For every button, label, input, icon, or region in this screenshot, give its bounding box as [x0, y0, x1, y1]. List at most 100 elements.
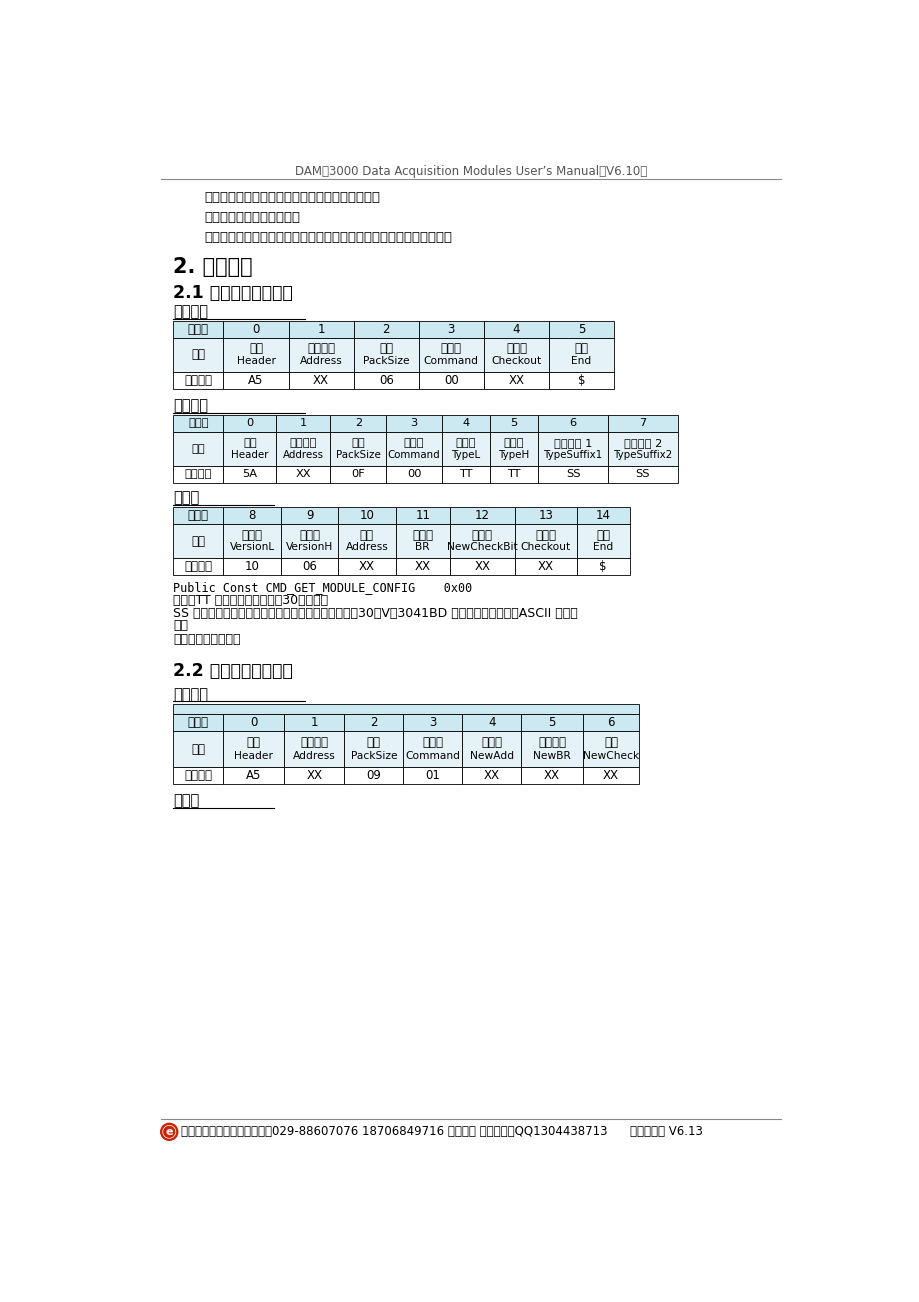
Bar	[223, 415, 276, 432]
Bar	[173, 703, 638, 715]
Bar	[386, 466, 441, 483]
Text: 9: 9	[305, 509, 313, 522]
Bar	[173, 732, 223, 767]
Text: XX: XX	[414, 560, 430, 573]
Text: 类型低: 类型低	[455, 437, 476, 448]
Bar	[538, 466, 607, 483]
Text: 功能: 功能	[191, 742, 205, 755]
Bar	[583, 715, 638, 732]
Bar	[461, 715, 520, 732]
Text: 校验方法为数据包中的数据（不含校验值）相异或的结果，即校验值。: 校验方法为数据包中的数据（不含校验值）相异或的结果，即校验值。	[204, 232, 451, 245]
Bar	[280, 525, 338, 559]
Text: 14: 14	[596, 509, 610, 522]
Text: 5: 5	[577, 323, 584, 336]
Text: 校验值: 校验值	[535, 529, 556, 542]
Bar	[284, 715, 344, 732]
Bar	[223, 372, 289, 389]
Text: 4: 4	[462, 418, 469, 428]
Text: 校验位: 校验位	[471, 529, 493, 542]
Bar	[289, 372, 353, 389]
Text: XX: XX	[295, 469, 311, 479]
Bar	[515, 559, 576, 575]
Bar	[515, 525, 576, 559]
Bar	[330, 466, 386, 483]
Text: $: $	[599, 560, 607, 573]
Text: 接上表: 接上表	[173, 491, 199, 505]
Bar	[173, 466, 223, 483]
Text: 10: 10	[244, 560, 259, 573]
Bar	[418, 322, 483, 339]
Bar	[344, 732, 403, 767]
Text: 版本号: 版本号	[299, 529, 320, 542]
Bar	[173, 767, 223, 784]
Bar	[223, 322, 289, 339]
Bar	[538, 432, 607, 466]
Bar	[173, 322, 223, 339]
Bar	[386, 415, 441, 432]
Bar	[607, 432, 677, 466]
Bar	[583, 767, 638, 784]
Text: 字节号: 字节号	[187, 716, 209, 729]
Bar	[223, 339, 289, 372]
Text: XX: XX	[358, 560, 374, 573]
Bar	[395, 525, 449, 559]
Text: XX: XX	[483, 768, 499, 781]
Text: 1: 1	[300, 418, 307, 428]
Text: SS: SS	[635, 469, 650, 479]
Bar	[483, 372, 549, 389]
Bar	[173, 508, 223, 525]
Text: XX: XX	[474, 560, 490, 573]
Bar	[386, 432, 441, 466]
Bar	[395, 508, 449, 525]
Bar	[520, 715, 583, 732]
Text: 2. 通用命令: 2. 通用命令	[173, 256, 253, 277]
Bar	[276, 432, 330, 466]
Bar	[223, 466, 276, 483]
Text: XX: XX	[312, 374, 329, 387]
Text: 0: 0	[246, 418, 254, 428]
Bar	[173, 432, 223, 466]
Text: 字节号: 字节号	[187, 418, 209, 428]
Text: 2.2 设置模块基本信息: 2.2 设置模块基本信息	[173, 663, 292, 681]
Text: 6: 6	[569, 418, 576, 428]
Text: 包长指整个数据包的长度。: 包长指整个数据包的长度。	[204, 211, 300, 224]
Text: SS: SS	[565, 469, 580, 479]
Bar	[490, 466, 538, 483]
Bar	[449, 525, 515, 559]
Text: 5A: 5A	[242, 469, 257, 479]
Bar	[223, 715, 284, 732]
Text: DAM－3000 Data Acquisition Modules User’s Manual（V6.10）: DAM－3000 Data Acquisition Modules User’s…	[295, 165, 647, 178]
Text: 报尾: 报尾	[596, 529, 609, 542]
Bar	[418, 372, 483, 389]
Bar	[223, 767, 284, 784]
Text: 指令格式: 指令格式	[184, 768, 212, 781]
Bar	[223, 732, 284, 767]
Bar	[353, 339, 418, 372]
Bar	[344, 767, 403, 784]
Bar	[223, 432, 276, 466]
Text: TypeSuffix2: TypeSuffix2	[613, 450, 672, 460]
Text: NewCheck: NewCheck	[583, 750, 639, 760]
Text: 发送请求: 发送请求	[173, 305, 208, 319]
Text: 6: 6	[607, 716, 614, 729]
Text: 12: 12	[474, 509, 489, 522]
Bar	[538, 415, 607, 432]
Bar	[441, 415, 490, 432]
Bar	[284, 732, 344, 767]
Bar	[441, 432, 490, 466]
Text: 3: 3	[428, 716, 436, 729]
Text: 00: 00	[406, 469, 421, 479]
Text: 功能: 功能	[191, 349, 205, 362]
Bar	[490, 415, 538, 432]
Text: 2: 2	[369, 716, 377, 729]
Circle shape	[163, 1126, 176, 1138]
Bar	[344, 715, 403, 732]
Text: 发送请求: 发送请求	[173, 687, 208, 702]
Text: 5: 5	[510, 418, 517, 428]
Text: 06: 06	[379, 374, 393, 387]
Text: 如有疑问请咏询高级工程师：029-88607076 18706849716 （李威） 在线咏询：QQ1304438713      硬件说明书 V6.13: 如有疑问请咏询高级工程师：029-88607076 18706849716 （李…	[181, 1125, 702, 1138]
Text: 说明：TT 表示模块型号（例妆30数等）。: 说明：TT 表示模块型号（例妆30数等）。	[173, 594, 328, 607]
Text: Address: Address	[300, 355, 342, 366]
Text: 送，: 送，	[173, 620, 187, 633]
Text: 4: 4	[487, 716, 494, 729]
